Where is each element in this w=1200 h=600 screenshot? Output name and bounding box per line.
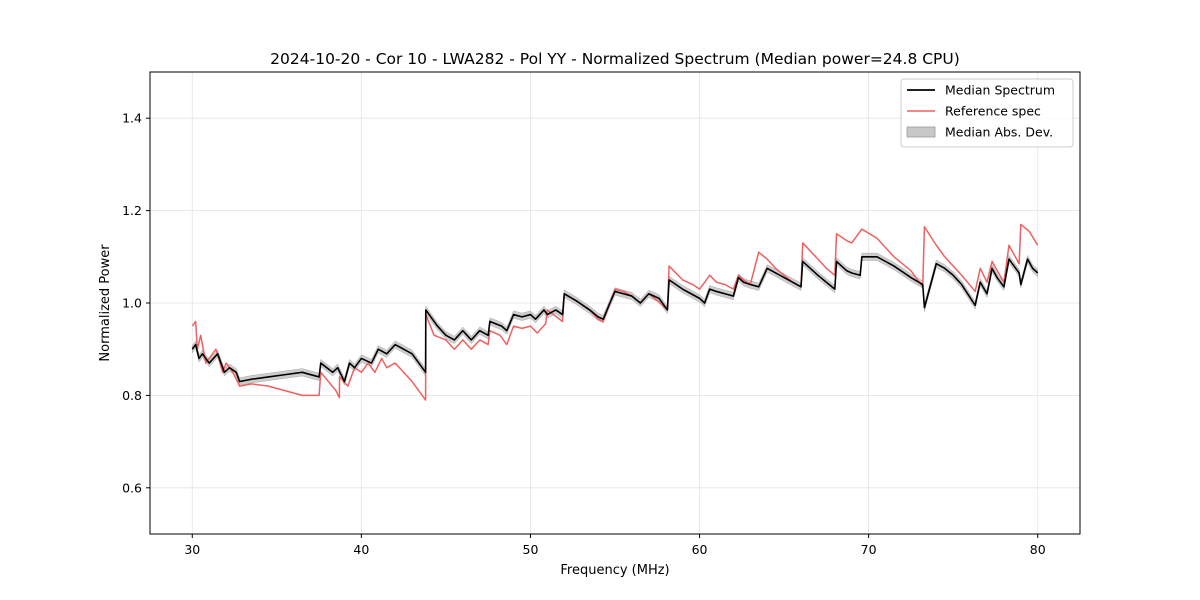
legend-label: Median Spectrum <box>945 83 1055 98</box>
x-axis-label: Frequency (MHz) <box>560 563 669 578</box>
y-tick-label: 0.6 <box>122 480 142 495</box>
y-tick-label: 1.0 <box>122 296 142 311</box>
ticks: 30 40 50 60 70 80 0.6 0.8 1.0 1.2 1.4 <box>122 111 1046 557</box>
median-spectrum-line <box>191 255 1039 383</box>
reference-spectrum-line <box>191 223 1039 401</box>
legend-box <box>900 78 1074 148</box>
y-tick-label: 0.8 <box>122 388 142 403</box>
legend-label: Median Abs. Dev. <box>945 125 1053 140</box>
y-tick-label: 1.4 <box>122 111 142 126</box>
legend-swatch-band <box>906 126 936 138</box>
series-layer <box>191 223 1039 401</box>
legend-label: Reference spec <box>945 104 1041 119</box>
chart-title: 2024-10-20 - Cor 10 - LWA282 - Pol YY - … <box>270 50 960 68</box>
x-tick-label: 40 <box>353 542 369 557</box>
y-tick-label: 1.2 <box>122 203 142 218</box>
x-tick-label: 80 <box>1030 542 1046 557</box>
x-tick-label: 60 <box>692 542 708 557</box>
x-tick-label: 30 <box>184 542 200 557</box>
y-axis-label: Normalized Power <box>98 244 113 362</box>
x-tick-label: 50 <box>523 542 539 557</box>
legend: Median Spectrum Reference spec Median Abs.… <box>900 78 1074 148</box>
x-tick-label: 70 <box>861 542 877 557</box>
